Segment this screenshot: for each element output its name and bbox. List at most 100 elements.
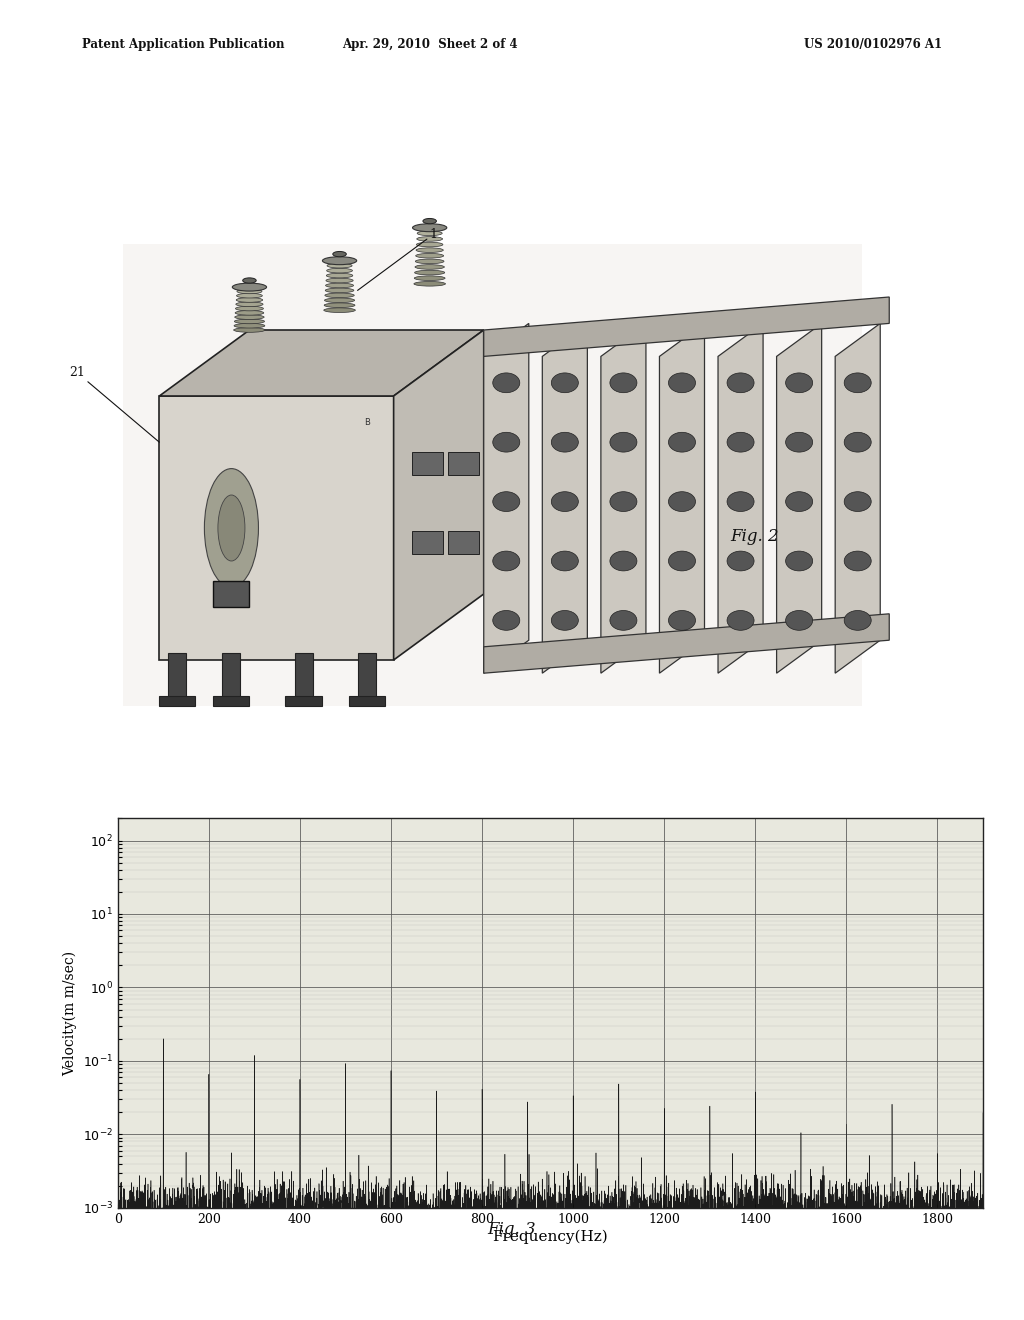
Circle shape: [610, 433, 637, 451]
Ellipse shape: [236, 310, 264, 315]
Circle shape: [669, 433, 695, 451]
Text: US 2010/0102976 A1: US 2010/0102976 A1: [804, 38, 942, 51]
Circle shape: [785, 372, 813, 393]
Circle shape: [669, 552, 695, 572]
Ellipse shape: [323, 256, 356, 264]
Circle shape: [493, 492, 520, 511]
Circle shape: [493, 552, 520, 572]
Polygon shape: [160, 330, 483, 396]
Ellipse shape: [414, 281, 445, 286]
Bar: [160, 697, 196, 706]
Polygon shape: [160, 396, 393, 660]
Ellipse shape: [416, 248, 443, 252]
Bar: [447, 451, 479, 475]
Ellipse shape: [327, 264, 352, 268]
Polygon shape: [483, 297, 889, 356]
Text: Patent Application Publication: Patent Application Publication: [82, 38, 285, 51]
Circle shape: [669, 492, 695, 511]
Circle shape: [551, 552, 579, 572]
Polygon shape: [483, 614, 889, 673]
Bar: [168, 653, 186, 700]
Ellipse shape: [417, 236, 442, 242]
Polygon shape: [718, 323, 763, 673]
Polygon shape: [393, 330, 483, 660]
Y-axis label: Velocity(m m/sec): Velocity(m m/sec): [62, 950, 77, 1076]
Polygon shape: [483, 323, 528, 673]
Circle shape: [669, 611, 695, 631]
FancyBboxPatch shape: [123, 244, 862, 706]
Circle shape: [727, 492, 754, 511]
Ellipse shape: [325, 293, 354, 297]
Ellipse shape: [417, 231, 442, 235]
Ellipse shape: [205, 469, 258, 587]
Ellipse shape: [327, 273, 353, 277]
Text: B: B: [364, 418, 370, 426]
Ellipse shape: [237, 289, 262, 294]
Ellipse shape: [234, 315, 264, 319]
X-axis label: Frequency(Hz): Frequency(Hz): [493, 1230, 608, 1245]
Circle shape: [785, 552, 813, 572]
Text: Apr. 29, 2010  Sheet 2 of 4: Apr. 29, 2010 Sheet 2 of 4: [342, 38, 518, 51]
Circle shape: [493, 372, 520, 393]
Bar: [348, 697, 385, 706]
Circle shape: [610, 552, 637, 572]
Polygon shape: [543, 323, 588, 673]
Ellipse shape: [218, 495, 245, 561]
Ellipse shape: [333, 251, 346, 256]
Polygon shape: [776, 323, 821, 673]
Ellipse shape: [416, 259, 444, 264]
Bar: [412, 532, 443, 554]
Bar: [357, 653, 376, 700]
Bar: [286, 697, 322, 706]
Ellipse shape: [415, 276, 445, 281]
Circle shape: [785, 433, 813, 451]
Circle shape: [610, 611, 637, 631]
Circle shape: [669, 372, 695, 393]
Circle shape: [727, 552, 754, 572]
Text: 21: 21: [70, 366, 160, 442]
Circle shape: [610, 492, 637, 511]
Circle shape: [785, 611, 813, 631]
Circle shape: [727, 372, 754, 393]
Circle shape: [493, 433, 520, 451]
Bar: [447, 532, 479, 554]
Ellipse shape: [243, 277, 256, 284]
Bar: [412, 451, 443, 475]
Bar: [213, 581, 250, 607]
Ellipse shape: [416, 253, 443, 259]
Circle shape: [727, 611, 754, 631]
Ellipse shape: [325, 298, 354, 302]
Ellipse shape: [415, 264, 444, 269]
Circle shape: [844, 492, 871, 511]
Polygon shape: [601, 323, 646, 673]
Circle shape: [844, 611, 871, 631]
Ellipse shape: [232, 282, 266, 290]
Ellipse shape: [415, 271, 444, 275]
Ellipse shape: [413, 223, 446, 232]
Ellipse shape: [236, 302, 263, 306]
Circle shape: [844, 552, 871, 572]
Text: Fig. 2: Fig. 2: [730, 528, 778, 545]
Ellipse shape: [324, 308, 355, 313]
Polygon shape: [836, 323, 881, 673]
Circle shape: [727, 433, 754, 451]
Ellipse shape: [237, 297, 263, 302]
Ellipse shape: [326, 279, 353, 282]
Ellipse shape: [234, 323, 265, 327]
Circle shape: [844, 372, 871, 393]
Ellipse shape: [423, 218, 436, 223]
Circle shape: [610, 372, 637, 393]
Circle shape: [551, 611, 579, 631]
Polygon shape: [659, 323, 705, 673]
Ellipse shape: [237, 293, 262, 298]
Bar: [213, 697, 250, 706]
Circle shape: [551, 492, 579, 511]
Ellipse shape: [327, 268, 352, 273]
Ellipse shape: [233, 327, 265, 333]
Ellipse shape: [236, 306, 263, 310]
Circle shape: [493, 611, 520, 631]
Circle shape: [844, 433, 871, 451]
Circle shape: [551, 433, 579, 451]
Ellipse shape: [325, 304, 355, 308]
Bar: [295, 653, 312, 700]
